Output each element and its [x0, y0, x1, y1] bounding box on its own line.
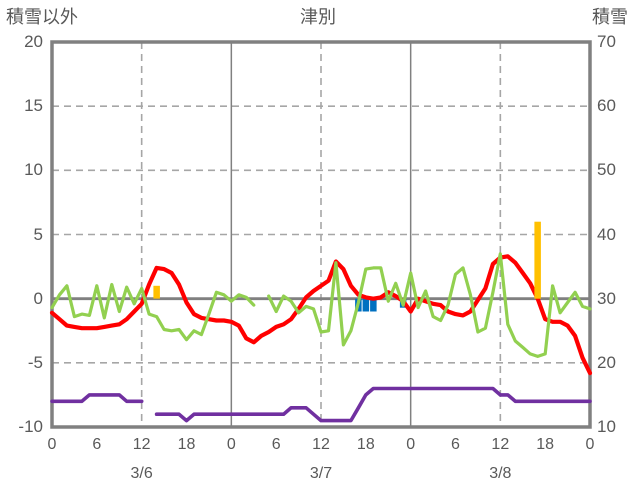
left-axis-tick: -5 — [27, 352, 43, 372]
right-axis-title: 積雪 — [592, 7, 628, 27]
hour-tick: 12 — [312, 436, 330, 453]
right-axis-tick: 50 — [597, 160, 616, 180]
purple-line — [50, 386, 592, 423]
blue-bars-bar — [362, 298, 370, 312]
chart-title: 津別 — [300, 7, 336, 27]
hour-tick: 6 — [92, 436, 102, 453]
date-label: 3/8 — [489, 465, 512, 482]
plot-border — [50, 40, 592, 429]
hour-tick: 18 — [177, 436, 196, 453]
left-axis-tick: 10 — [24, 160, 43, 180]
left-axis-tick: 0 — [33, 288, 43, 308]
hour-tick: 0 — [226, 436, 236, 453]
hour-tick: 18 — [356, 436, 375, 453]
date-label: 3/6 — [130, 465, 153, 482]
right-axis-tick: 40 — [597, 224, 616, 244]
orange-bars-bar — [534, 221, 541, 299]
hour-tick: 0 — [406, 436, 416, 453]
blue-bars-bar — [370, 298, 377, 312]
right-axis-tick: 20 — [597, 352, 616, 372]
orange-bars-bar — [153, 285, 160, 299]
right-axis-tick: 10 — [597, 417, 616, 436]
left-axis-tick: -10 — [18, 417, 43, 436]
hour-tick: 12 — [491, 436, 510, 453]
right-axis-tick: 60 — [597, 96, 616, 116]
hour-tick: 6 — [271, 436, 281, 453]
hour-tick: 6 — [451, 436, 460, 453]
date-label: 3/7 — [309, 465, 333, 482]
hour-tick: 12 — [132, 436, 151, 453]
right-axis-tick: 30 — [597, 288, 616, 308]
green-line — [50, 252, 592, 358]
left-axis-tick: 20 — [24, 32, 43, 51]
left-axis-title: 積雪以外 — [6, 7, 78, 27]
hour-tick: 18 — [536, 436, 555, 453]
hour-tick: 0 — [47, 436, 57, 453]
left-axis-tick: 5 — [33, 224, 43, 244]
hour-tick: 0 — [585, 436, 595, 453]
left-axis-tick: 15 — [24, 96, 43, 116]
right-axis-tick: 70 — [597, 32, 616, 51]
